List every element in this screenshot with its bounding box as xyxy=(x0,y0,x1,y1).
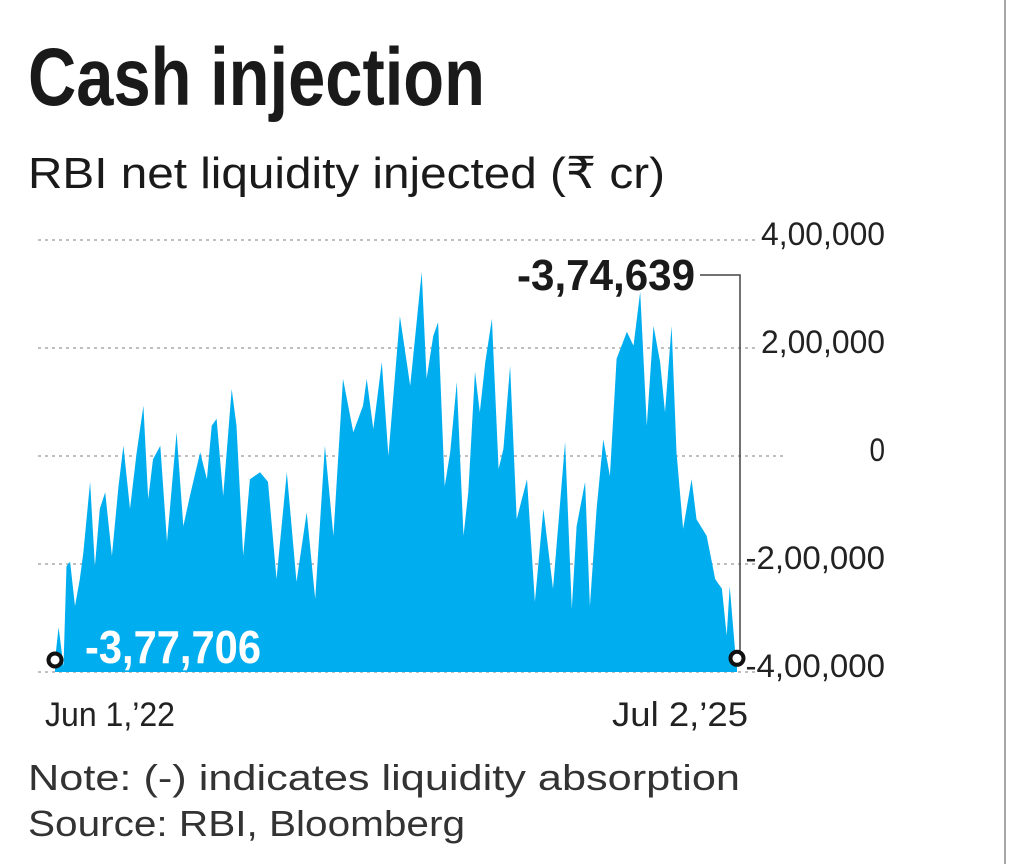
footnote: Note: (-) indicates liquidity absorption xyxy=(28,757,740,798)
start-value-label: -3,77,706 xyxy=(85,621,261,673)
y-tick-label: 0 xyxy=(870,432,886,468)
y-tick-label: 2,00,000 xyxy=(761,324,885,360)
end-callout-leader xyxy=(700,274,741,653)
start-point-marker xyxy=(46,651,64,669)
chart-title: Cash injection xyxy=(28,32,485,123)
end-value-label: -3,74,639 xyxy=(517,251,695,300)
source-note: Source: RBI, Bloomberg xyxy=(28,803,465,844)
area-series xyxy=(55,271,737,672)
y-tick-label: -2,00,000 xyxy=(746,540,886,576)
chart-subtitle: RBI net liquidity injected (₹ cr) xyxy=(28,149,665,198)
x-tick-end: Jul 2,’25 xyxy=(612,696,748,734)
y-axis: 4,00,000 2,00,000 0 -2,00,000 -4,00,000 xyxy=(746,216,886,684)
y-tick-label: -4,00,000 xyxy=(746,648,886,684)
end-point-marker xyxy=(728,649,746,667)
x-tick-start: Jun 1,’22 xyxy=(45,696,175,734)
y-tick-label: 4,00,000 xyxy=(761,216,885,252)
